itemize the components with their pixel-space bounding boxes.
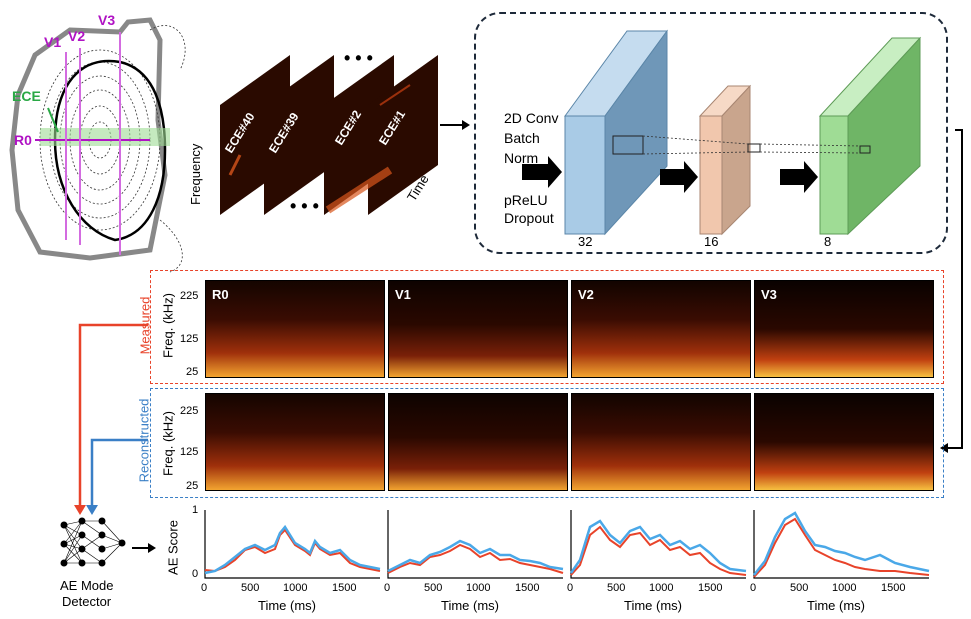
cnn-box bbox=[474, 12, 948, 254]
ae-score-plots bbox=[204, 510, 930, 579]
ece-stack-backgrounds bbox=[220, 55, 438, 215]
ae-xtick-p3-500: 500 bbox=[607, 582, 626, 594]
dim-label-16: 16 bbox=[704, 234, 719, 249]
ae-xtick-p4-1000: 1000 bbox=[832, 582, 857, 594]
spectrogram-measured-v1: V1 bbox=[388, 280, 568, 378]
ae-xlabel-p2: Time (ms) bbox=[441, 598, 500, 613]
ellipsis-top: • • • bbox=[344, 48, 373, 68]
ytick-r-125: 125 bbox=[180, 446, 199, 458]
ytick-m-125: 125 bbox=[180, 333, 199, 345]
spectrogram-reconstructed-v2 bbox=[571, 393, 751, 491]
ae-xlabel-p4: Time (ms) bbox=[807, 598, 866, 613]
ae-xtick-p2-0: 0 bbox=[384, 582, 391, 594]
spectrogram-measured-v3: V3 bbox=[754, 280, 934, 378]
ae-ytick-0: 0 bbox=[192, 568, 199, 580]
spectrogram-reconstructed-v1 bbox=[388, 393, 568, 491]
ellipsis-bottom: • • • bbox=[290, 196, 319, 216]
ae-xtick-p1-0: 0 bbox=[201, 582, 208, 594]
ae-xlabel-p3: Time (ms) bbox=[624, 598, 683, 613]
ae-xtick-p4-1500: 1500 bbox=[881, 582, 906, 594]
conv-label-3: Norm bbox=[504, 150, 539, 166]
ae-xtick-p1-1000: 1000 bbox=[283, 582, 308, 594]
ae-xtick-p3-0: 0 bbox=[567, 582, 574, 594]
tokamak-cross-section bbox=[9, 17, 186, 273]
detector-label-1: AE Mode bbox=[60, 578, 114, 593]
ytick-m-225: 225 bbox=[180, 290, 199, 302]
chord-label-v1: V1 bbox=[44, 34, 62, 50]
ytick-m-25: 25 bbox=[186, 366, 199, 378]
chord-label-v3: V3 bbox=[98, 12, 116, 28]
ae-xtick-p2-1000: 1000 bbox=[466, 582, 491, 594]
ytick-r-225: 225 bbox=[180, 405, 199, 417]
measured-label: Measured bbox=[137, 296, 153, 355]
ae-xtick-p3-1500: 1500 bbox=[698, 582, 723, 594]
channel-label: V1 bbox=[395, 287, 411, 302]
ylabel-reconstructed: Freq. (kHz) bbox=[160, 411, 176, 476]
ae-xtick-p1-500: 500 bbox=[241, 582, 260, 594]
ae-score-ylabel: AE Score bbox=[165, 520, 181, 575]
reconstructed-box bbox=[150, 388, 944, 498]
channel-label: V2 bbox=[578, 287, 594, 302]
ae-xlabel-p1: Time (ms) bbox=[258, 598, 317, 613]
measured-box bbox=[150, 270, 944, 384]
conv-label-1: 2D Conv bbox=[504, 110, 559, 126]
act-label-1: pReLU bbox=[504, 192, 548, 208]
channel-label: R0 bbox=[212, 287, 229, 302]
dim-label-8: 8 bbox=[824, 234, 832, 249]
spectrogram-reconstructed-r0 bbox=[205, 393, 385, 491]
neural-network-icon bbox=[60, 517, 126, 567]
ae-xtick-p4-500: 500 bbox=[790, 582, 809, 594]
ae-xtick-p2-1500: 1500 bbox=[515, 582, 540, 594]
chord-label-r0: R0 bbox=[14, 132, 32, 148]
spectrogram-reconstructed-v3 bbox=[754, 393, 934, 491]
cnn-diagram bbox=[522, 29, 922, 236]
ae-xtick-p2-500: 500 bbox=[424, 582, 443, 594]
reconstructed-label: Reconstructed bbox=[136, 398, 152, 483]
arrow-to-cnn bbox=[440, 120, 470, 130]
ae-xtick-p1-1500: 1500 bbox=[332, 582, 357, 594]
ytick-r-25: 25 bbox=[186, 480, 199, 492]
ae-xtick-p4-0: 0 bbox=[750, 582, 757, 594]
conv-label-2: Batch bbox=[504, 130, 540, 146]
ae-ytick-1: 1 bbox=[192, 504, 199, 516]
channel-label: V3 bbox=[761, 287, 777, 302]
act-label-2: Dropout bbox=[504, 210, 554, 226]
spectrogram-measured-r0: R0 bbox=[205, 280, 385, 378]
ylabel-measured: Freq. (kHz) bbox=[160, 293, 176, 358]
ece-label: ECE bbox=[12, 88, 41, 104]
dim-label-32: 32 bbox=[578, 234, 593, 249]
detector-label-2: Detector bbox=[62, 594, 112, 609]
ae-xtick-p3-1000: 1000 bbox=[649, 582, 674, 594]
chord-label-v2: V2 bbox=[68, 28, 86, 44]
spectrogram-measured-v2: V2 bbox=[571, 280, 751, 378]
